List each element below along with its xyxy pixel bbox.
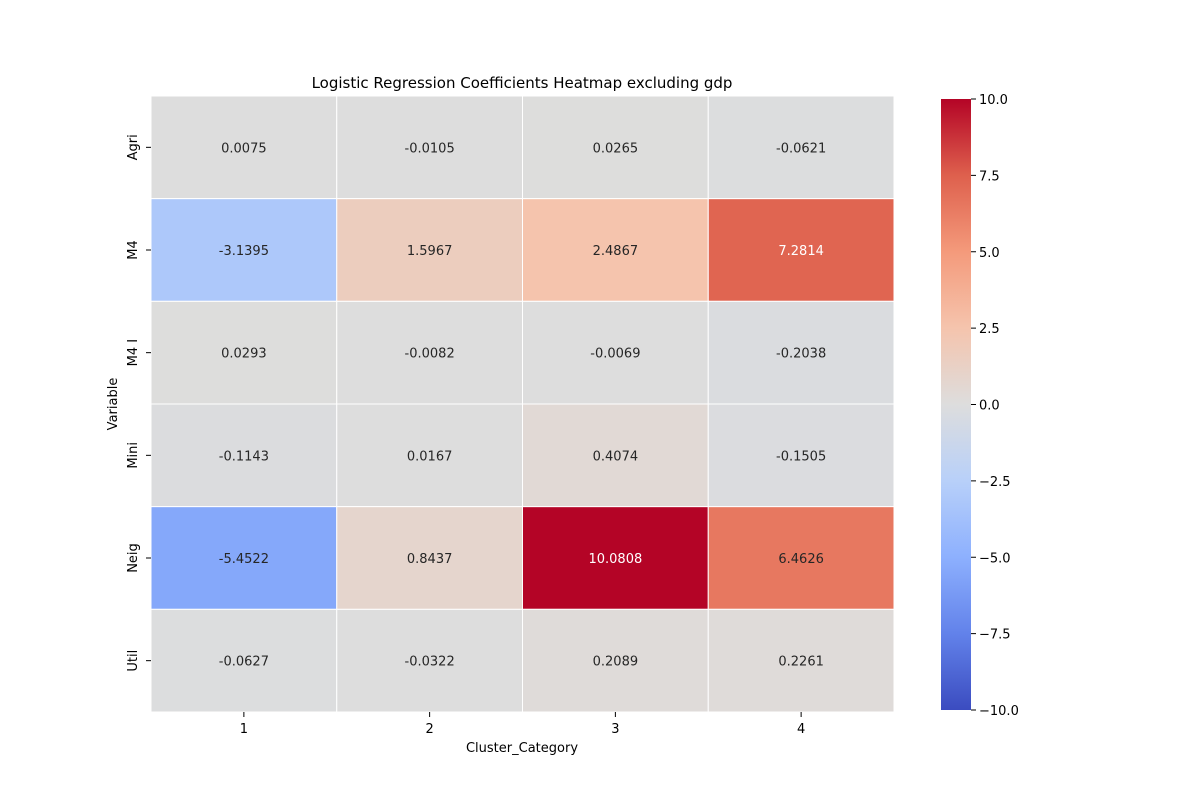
y-tick-label: Neig xyxy=(126,543,141,573)
heatmap-cell xyxy=(522,403,709,508)
heatmap-cell xyxy=(150,608,338,713)
cell-value-label: 6.4626 xyxy=(778,552,824,567)
cell-value-label: -0.0322 xyxy=(405,655,455,670)
cell-value-label: 0.0265 xyxy=(593,141,639,156)
x-tick-label: 2 xyxy=(425,722,433,737)
x-tick-label: 1 xyxy=(240,722,248,737)
colorbar-tick-label: −10.0 xyxy=(979,704,1019,719)
colorbar-tick-label: 7.5 xyxy=(979,169,1000,184)
cell-value-label: 0.4074 xyxy=(593,449,639,464)
x-tick-label: 4 xyxy=(797,722,805,737)
colorbar-gradient xyxy=(941,99,971,710)
heatmap-cell xyxy=(150,403,338,508)
heatmap-cells: 0.0075 -0.0105 0.0265 -0.0621 -3.1395 1.5967 2… xyxy=(150,95,895,713)
heatmap-cell xyxy=(336,95,523,200)
heatmap-cell xyxy=(336,198,523,302)
y-axis-label: Variable xyxy=(106,378,121,431)
cell-value-label: -0.0621 xyxy=(776,141,826,156)
cell-value-label: -0.0627 xyxy=(219,655,269,670)
colorbar-tick-label: 2.5 xyxy=(979,322,1000,337)
cell-value-label: 10.0808 xyxy=(588,552,642,567)
heatmap-cell xyxy=(707,198,895,302)
cell-value-label: 1.5967 xyxy=(407,244,453,259)
heatmap-cell xyxy=(707,300,895,405)
cell-value-label: -5.4522 xyxy=(219,552,269,567)
x-tick-label: 3 xyxy=(611,722,619,737)
cell-value-label: 0.8437 xyxy=(407,552,453,567)
colorbar-tick-label: −2.5 xyxy=(979,475,1011,490)
cell-value-label: -0.1143 xyxy=(219,449,269,464)
heatmap-cell xyxy=(336,403,523,508)
y-tick-label: Mini xyxy=(126,442,141,469)
cell-value-label: -0.0082 xyxy=(405,347,455,362)
cell-value-label: -3.1395 xyxy=(219,244,269,259)
heatmap-cell xyxy=(336,300,523,405)
cell-value-label: -0.0105 xyxy=(405,141,455,156)
cell-value-label: 2.4867 xyxy=(593,244,639,259)
heatmap-cell xyxy=(522,608,709,713)
colorbar-tick-label: 5.0 xyxy=(979,246,1000,261)
cell-value-label: 0.0167 xyxy=(407,449,453,464)
cell-value-label: 0.0075 xyxy=(221,141,267,156)
chart-title: Logistic Regression Coefficients Heatmap… xyxy=(312,74,733,92)
heatmap-cell xyxy=(522,95,709,200)
y-tick-label: Agri xyxy=(126,134,141,160)
colorbar-tick-label: −7.5 xyxy=(979,628,1011,643)
colorbar: −10.0 −7.5 −5.0 −2.5 0.0 2.5 5.0 7.5 10.0 xyxy=(941,93,1019,719)
colorbar-tick-label: 10.0 xyxy=(979,93,1008,108)
x-axis-ticks: 1 2 3 4 xyxy=(240,712,805,737)
colorbar-tick-label: −5.0 xyxy=(979,551,1011,566)
heatmap-cell xyxy=(707,608,895,713)
heatmap-cell xyxy=(150,95,338,200)
cell-value-label: 0.2261 xyxy=(778,655,824,670)
y-axis-ticks: Agri M4 M4 I Mini Neig Util xyxy=(126,134,151,672)
heatmap-cell xyxy=(150,198,338,302)
heatmap-cell xyxy=(150,506,338,610)
cell-value-label: 7.2814 xyxy=(778,244,824,259)
y-tick-label: Util xyxy=(126,650,141,672)
cell-value-label: -0.1505 xyxy=(776,449,826,464)
y-tick-label: M4 xyxy=(126,240,141,260)
heatmap-cell xyxy=(522,506,709,610)
cell-value-label: -0.2038 xyxy=(776,347,826,362)
y-tick-label: M4 I xyxy=(126,339,141,366)
heatmap-cell xyxy=(336,506,523,610)
x-axis-label: Cluster_Category xyxy=(466,741,578,756)
cell-value-label: 0.0293 xyxy=(221,347,267,362)
heatmap-cell xyxy=(707,95,895,200)
cell-value-label: -0.0069 xyxy=(590,347,640,362)
heatmap-cell xyxy=(336,608,523,713)
cell-value-label: 0.2089 xyxy=(593,655,639,670)
heatmap-cell xyxy=(707,403,895,508)
heatmap-cell xyxy=(707,506,895,610)
colorbar-tick-label: 0.0 xyxy=(979,399,1000,414)
